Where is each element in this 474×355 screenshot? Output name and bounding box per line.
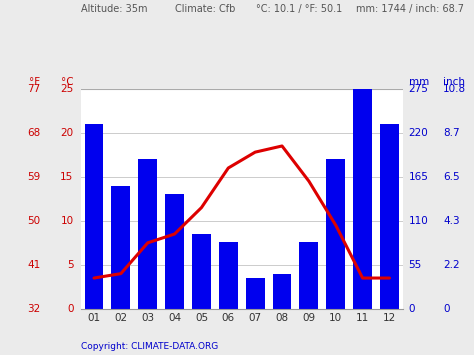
Text: 0: 0	[443, 304, 450, 314]
Text: 275: 275	[409, 84, 428, 94]
Bar	[246, 278, 264, 309]
Text: °F: °F	[29, 77, 40, 87]
Text: 0: 0	[67, 304, 73, 314]
Text: 10.8: 10.8	[443, 84, 466, 94]
Bar	[165, 195, 184, 309]
Text: 4.3: 4.3	[443, 216, 460, 226]
Text: Climate: Cfb: Climate: Cfb	[175, 4, 236, 13]
Bar	[380, 124, 399, 309]
Text: 59: 59	[27, 172, 40, 182]
Text: 165: 165	[409, 172, 428, 182]
Text: 41: 41	[27, 260, 40, 270]
Bar	[300, 242, 319, 309]
Text: 6.5: 6.5	[443, 172, 460, 182]
Text: °C: 10.1 / °F: 50.1: °C: 10.1 / °F: 50.1	[256, 4, 342, 13]
Bar	[138, 159, 157, 309]
Bar	[326, 159, 345, 309]
Text: mm: 1744 / inch: 68.7: mm: 1744 / inch: 68.7	[356, 4, 464, 13]
Text: Copyright: CLIMATE-DATA.ORG: Copyright: CLIMATE-DATA.ORG	[81, 343, 218, 351]
Text: 20: 20	[60, 128, 73, 138]
Text: Altitude: 35m: Altitude: 35m	[81, 4, 147, 13]
Bar	[85, 124, 103, 309]
Bar	[192, 234, 211, 309]
Text: 0: 0	[409, 304, 415, 314]
Text: 110: 110	[409, 216, 428, 226]
Bar	[353, 89, 372, 309]
Text: °C: °C	[61, 77, 73, 87]
Text: inch: inch	[443, 77, 465, 87]
Text: 77: 77	[27, 84, 40, 94]
Text: 10: 10	[60, 216, 73, 226]
Text: 68: 68	[27, 128, 40, 138]
Text: 50: 50	[27, 216, 40, 226]
Text: 55: 55	[409, 260, 422, 270]
Text: 8.7: 8.7	[443, 128, 460, 138]
Text: 32: 32	[27, 304, 40, 314]
Text: 2.2: 2.2	[443, 260, 460, 270]
Text: 25: 25	[60, 84, 73, 94]
Text: 220: 220	[409, 128, 428, 138]
Bar	[219, 242, 238, 309]
Text: 5: 5	[67, 260, 73, 270]
Text: mm: mm	[409, 77, 429, 87]
Text: 15: 15	[60, 172, 73, 182]
Bar	[273, 274, 292, 309]
Bar	[111, 186, 130, 309]
